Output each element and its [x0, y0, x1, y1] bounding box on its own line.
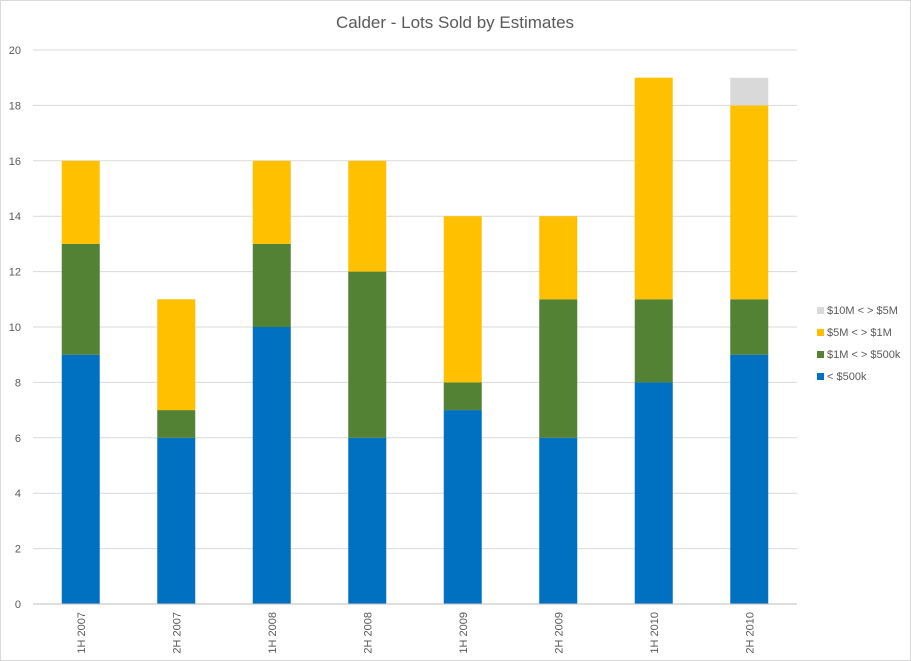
y-tick-label: 20: [9, 45, 21, 57]
bar-segment: [443, 410, 482, 604]
legend-swatch: [817, 351, 824, 358]
bar-segment: [539, 299, 578, 438]
x-tick-label: 2H 2009: [553, 612, 565, 654]
y-tick-label: 18: [9, 100, 21, 112]
bar-segment: [443, 382, 482, 411]
legend-swatch: [817, 329, 824, 336]
legend-swatch: [817, 373, 824, 380]
y-tick-label: 16: [9, 156, 21, 168]
y-tick-label: 8: [15, 377, 21, 389]
chart-title: Calder - Lots Sold by Estimates: [336, 13, 574, 32]
legend: $10M < > $5M $5M < > $1M $1M < > $500k < $5…: [817, 305, 901, 383]
y-tick-label: 2: [15, 544, 21, 556]
x-tick-label: 1H 2008: [267, 612, 279, 654]
bar-segment: [539, 216, 578, 300]
y-tick-label: 0: [15, 599, 21, 611]
legend-label: < $500k: [827, 371, 867, 383]
bar-segment: [348, 271, 387, 438]
legend-label: $1M < > $500k: [827, 349, 901, 361]
x-axis: 1H 2007 2H 2007 1H 2008 2H 2008 1H 2009 2H 20…: [33, 603, 797, 654]
bar-segment: [634, 77, 673, 300]
bar-segment: [157, 410, 196, 438]
bar-segment: [348, 160, 387, 272]
bar-segment: [634, 382, 673, 604]
x-tick-label: 1H 2010: [649, 612, 661, 654]
x-tick-label: 2H 2007: [171, 612, 183, 654]
bar-segment: [61, 160, 100, 244]
bar-segment: [252, 327, 291, 604]
bar-segment: [730, 77, 769, 106]
bar-segment: [157, 299, 196, 411]
x-tick-label: 2H 2008: [362, 612, 374, 654]
bar-segment: [730, 354, 769, 604]
bar-segment: [539, 437, 578, 604]
bar-segment: [348, 437, 387, 604]
bar-segment: [61, 243, 100, 355]
bar-segment: [730, 299, 769, 355]
x-tick-label: 2H 2010: [744, 612, 756, 654]
gridlines: [33, 49, 797, 550]
bar-segment: [730, 105, 769, 300]
y-axis-tick-labels: 0 2 4 6 8 10 12 14 16 18 20: [9, 45, 21, 611]
legend-label: $5M < > $1M: [827, 327, 892, 339]
bar-segment: [443, 216, 482, 383]
legend-label: $10M < > $5M: [827, 305, 898, 317]
bars: [61, 77, 769, 604]
x-tick-label: 1H 2007: [76, 612, 88, 654]
y-tick-label: 4: [15, 488, 21, 500]
y-tick-label: 12: [9, 267, 21, 279]
bar-segment: [252, 243, 291, 327]
y-tick-label: 14: [9, 211, 21, 223]
x-tick-label: 1H 2009: [458, 612, 470, 654]
bar-segment: [157, 437, 196, 604]
bar-segment: [61, 354, 100, 604]
bar-segment: [252, 160, 291, 244]
y-tick-label: 6: [15, 433, 21, 445]
legend-swatch: [817, 307, 824, 314]
y-tick-label: 10: [9, 322, 21, 334]
bar-segment: [634, 299, 673, 383]
